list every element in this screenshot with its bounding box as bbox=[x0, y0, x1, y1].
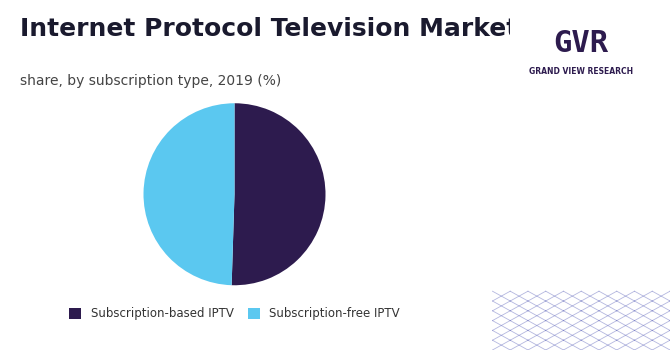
Text: Internet Protocol Television Market: Internet Protocol Television Market bbox=[19, 18, 518, 42]
Wedge shape bbox=[232, 103, 326, 285]
Text: GVR: GVR bbox=[553, 29, 609, 58]
Text: share, by subscription type, 2019 (%): share, by subscription type, 2019 (%) bbox=[19, 74, 281, 88]
Wedge shape bbox=[143, 103, 234, 285]
Text: Source:
www.grandviewresearch.com: Source: www.grandviewresearch.com bbox=[507, 276, 657, 298]
Text: $39.2B: $39.2B bbox=[511, 123, 652, 157]
FancyBboxPatch shape bbox=[511, 18, 653, 77]
Legend: Subscription-based IPTV, Subscription-free IPTV: Subscription-based IPTV, Subscription-fr… bbox=[70, 307, 399, 320]
Text: GRAND VIEW RESEARCH: GRAND VIEW RESEARCH bbox=[529, 67, 633, 76]
Text: Global Market Size,
2019: Global Market Size, 2019 bbox=[521, 188, 642, 218]
